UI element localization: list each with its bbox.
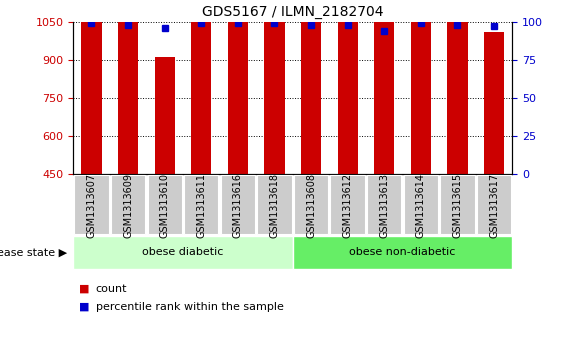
Text: GSM1313618: GSM1313618 — [270, 172, 279, 238]
Bar — [155, 57, 175, 174]
Bar — [448, 18, 467, 174]
Text: GSM1313608: GSM1313608 — [306, 172, 316, 238]
Bar — [118, 18, 138, 174]
Title: GDS5167 / ILMN_2182704: GDS5167 / ILMN_2182704 — [202, 5, 383, 19]
Bar — [82, 0, 101, 174]
Bar — [301, 0, 321, 174]
Text: percentile rank within the sample: percentile rank within the sample — [96, 302, 284, 312]
Text: GSM1313615: GSM1313615 — [453, 172, 462, 238]
Bar — [411, 0, 431, 174]
Text: count: count — [96, 284, 127, 294]
Text: GSM1313610: GSM1313610 — [160, 172, 169, 238]
Text: GSM1313607: GSM1313607 — [87, 172, 96, 238]
Bar — [484, 32, 504, 174]
Text: GSM1313611: GSM1313611 — [196, 172, 206, 238]
Text: ■: ■ — [79, 284, 90, 294]
Text: GSM1313614: GSM1313614 — [416, 172, 426, 238]
Text: GSM1313612: GSM1313612 — [343, 172, 352, 238]
Text: GSM1313609: GSM1313609 — [123, 172, 133, 238]
Text: obese diabetic: obese diabetic — [142, 247, 224, 257]
Bar — [338, 0, 358, 174]
Bar — [228, 0, 248, 174]
Text: GSM1313613: GSM1313613 — [379, 172, 389, 238]
Text: disease state ▶: disease state ▶ — [0, 247, 68, 257]
Text: GSM1313616: GSM1313616 — [233, 172, 243, 238]
Bar — [191, 0, 211, 174]
Text: ■: ■ — [79, 302, 90, 312]
Bar — [374, 18, 394, 174]
Text: obese non-diabetic: obese non-diabetic — [350, 247, 455, 257]
Text: GSM1313617: GSM1313617 — [489, 172, 499, 238]
Bar — [265, 0, 284, 174]
